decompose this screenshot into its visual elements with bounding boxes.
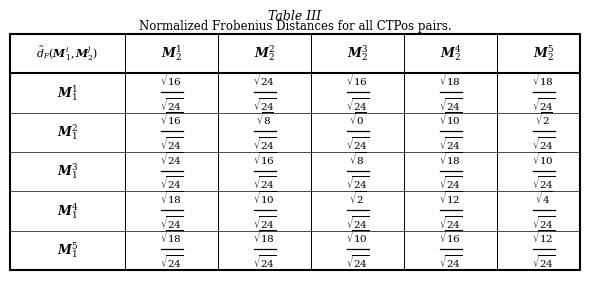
Text: $\sqrt{24}$: $\sqrt{24}$ [253,253,276,270]
Text: $\sqrt{16}$: $\sqrt{16}$ [160,71,183,88]
Text: $\sqrt{24}$: $\sqrt{24}$ [346,96,369,113]
Text: $\boldsymbol{M}_1^1$: $\boldsymbol{M}_1^1$ [57,83,78,103]
Text: $\sqrt{24}$: $\sqrt{24}$ [532,175,555,191]
Text: $\sqrt{18}$: $\sqrt{18}$ [438,71,463,88]
Text: $\sqrt{2}$: $\sqrt{2}$ [349,189,366,206]
Text: $\sqrt{24}$: $\sqrt{24}$ [532,214,555,231]
Text: $\sqrt{24}$: $\sqrt{24}$ [346,175,369,191]
Text: $\sqrt{24}$: $\sqrt{24}$ [438,253,463,270]
Text: $\sqrt{18}$: $\sqrt{18}$ [532,71,555,88]
Text: $\sqrt{24}$: $\sqrt{24}$ [253,96,276,113]
Text: $\sqrt{24}$: $\sqrt{24}$ [160,214,183,231]
Text: $\sqrt{18}$: $\sqrt{18}$ [438,150,463,167]
Text: $\sqrt{18}$: $\sqrt{18}$ [160,229,183,245]
Text: $\sqrt{2}$: $\sqrt{2}$ [535,111,552,127]
Text: $\sqrt{24}$: $\sqrt{24}$ [253,175,276,191]
Text: $\sqrt{24}$: $\sqrt{24}$ [532,135,555,152]
Text: $\tilde{d}_F(\boldsymbol{M}_1^i, \boldsymbol{M}_2^j)$: $\tilde{d}_F(\boldsymbol{M}_1^i, \boldsy… [37,45,99,63]
Text: $\sqrt{24}$: $\sqrt{24}$ [346,135,369,152]
Text: $\sqrt{8}$: $\sqrt{8}$ [256,111,273,127]
Text: $\sqrt{4}$: $\sqrt{4}$ [535,189,552,206]
Text: $\sqrt{12}$: $\sqrt{12}$ [438,189,463,206]
Text: $\boldsymbol{M}_2^3$: $\boldsymbol{M}_2^3$ [347,44,368,63]
Text: $\sqrt{10}$: $\sqrt{10}$ [532,150,555,167]
Text: $\sqrt{24}$: $\sqrt{24}$ [160,150,183,167]
Text: $\boldsymbol{M}_2^2$: $\boldsymbol{M}_2^2$ [254,44,275,63]
Text: $\sqrt{24}$: $\sqrt{24}$ [438,175,463,191]
Text: $\sqrt{16}$: $\sqrt{16}$ [438,229,463,245]
Text: $\sqrt{12}$: $\sqrt{12}$ [532,229,555,245]
Text: $\sqrt{16}$: $\sqrt{16}$ [160,111,183,127]
Text: $\boldsymbol{M}_2^4$: $\boldsymbol{M}_2^4$ [440,44,461,63]
Text: $\sqrt{24}$: $\sqrt{24}$ [346,253,369,270]
Text: $\boldsymbol{M}_1^5$: $\boldsymbol{M}_1^5$ [57,240,78,260]
Text: $\sqrt{10}$: $\sqrt{10}$ [346,229,369,245]
Text: $\boldsymbol{M}_1^4$: $\boldsymbol{M}_1^4$ [57,201,78,221]
Text: $\boldsymbol{M}_2^1$: $\boldsymbol{M}_2^1$ [161,44,182,63]
Text: $\sqrt{8}$: $\sqrt{8}$ [349,150,366,167]
Text: $\sqrt{24}$: $\sqrt{24}$ [160,253,183,270]
Text: $\boldsymbol{M}_1^2$: $\boldsymbol{M}_1^2$ [57,123,78,142]
Text: $\sqrt{24}$: $\sqrt{24}$ [438,214,463,231]
Text: $\sqrt{10}$: $\sqrt{10}$ [253,189,276,206]
Text: Table III: Table III [268,10,322,23]
Text: $\sqrt{24}$: $\sqrt{24}$ [532,96,555,113]
Text: $\sqrt{24}$: $\sqrt{24}$ [253,214,276,231]
Text: $\sqrt{18}$: $\sqrt{18}$ [160,189,183,206]
Text: $\sqrt{24}$: $\sqrt{24}$ [253,135,276,152]
Text: $\sqrt{24}$: $\sqrt{24}$ [346,214,369,231]
Text: $\sqrt{24}$: $\sqrt{24}$ [438,135,463,152]
Text: $\sqrt{16}$: $\sqrt{16}$ [253,150,276,167]
Text: $\sqrt{24}$: $\sqrt{24}$ [438,96,463,113]
Text: $\boldsymbol{M}_1^3$: $\boldsymbol{M}_1^3$ [57,162,78,181]
Text: Normalized Frobenius Distances for all CTPos pairs.: Normalized Frobenius Distances for all C… [139,20,451,33]
Text: $\sqrt{0}$: $\sqrt{0}$ [349,111,366,127]
Text: $\sqrt{24}$: $\sqrt{24}$ [253,71,276,88]
Text: $\boldsymbol{M}_2^5$: $\boldsymbol{M}_2^5$ [533,44,554,63]
Text: $\sqrt{24}$: $\sqrt{24}$ [160,135,183,152]
Text: $\sqrt{24}$: $\sqrt{24}$ [160,96,183,113]
Bar [10,34,580,270]
Text: $\sqrt{18}$: $\sqrt{18}$ [253,229,276,245]
Text: $\sqrt{10}$: $\sqrt{10}$ [438,111,463,127]
Text: $\sqrt{16}$: $\sqrt{16}$ [346,71,369,88]
Text: $\sqrt{24}$: $\sqrt{24}$ [160,175,183,191]
Text: $\sqrt{24}$: $\sqrt{24}$ [532,253,555,270]
